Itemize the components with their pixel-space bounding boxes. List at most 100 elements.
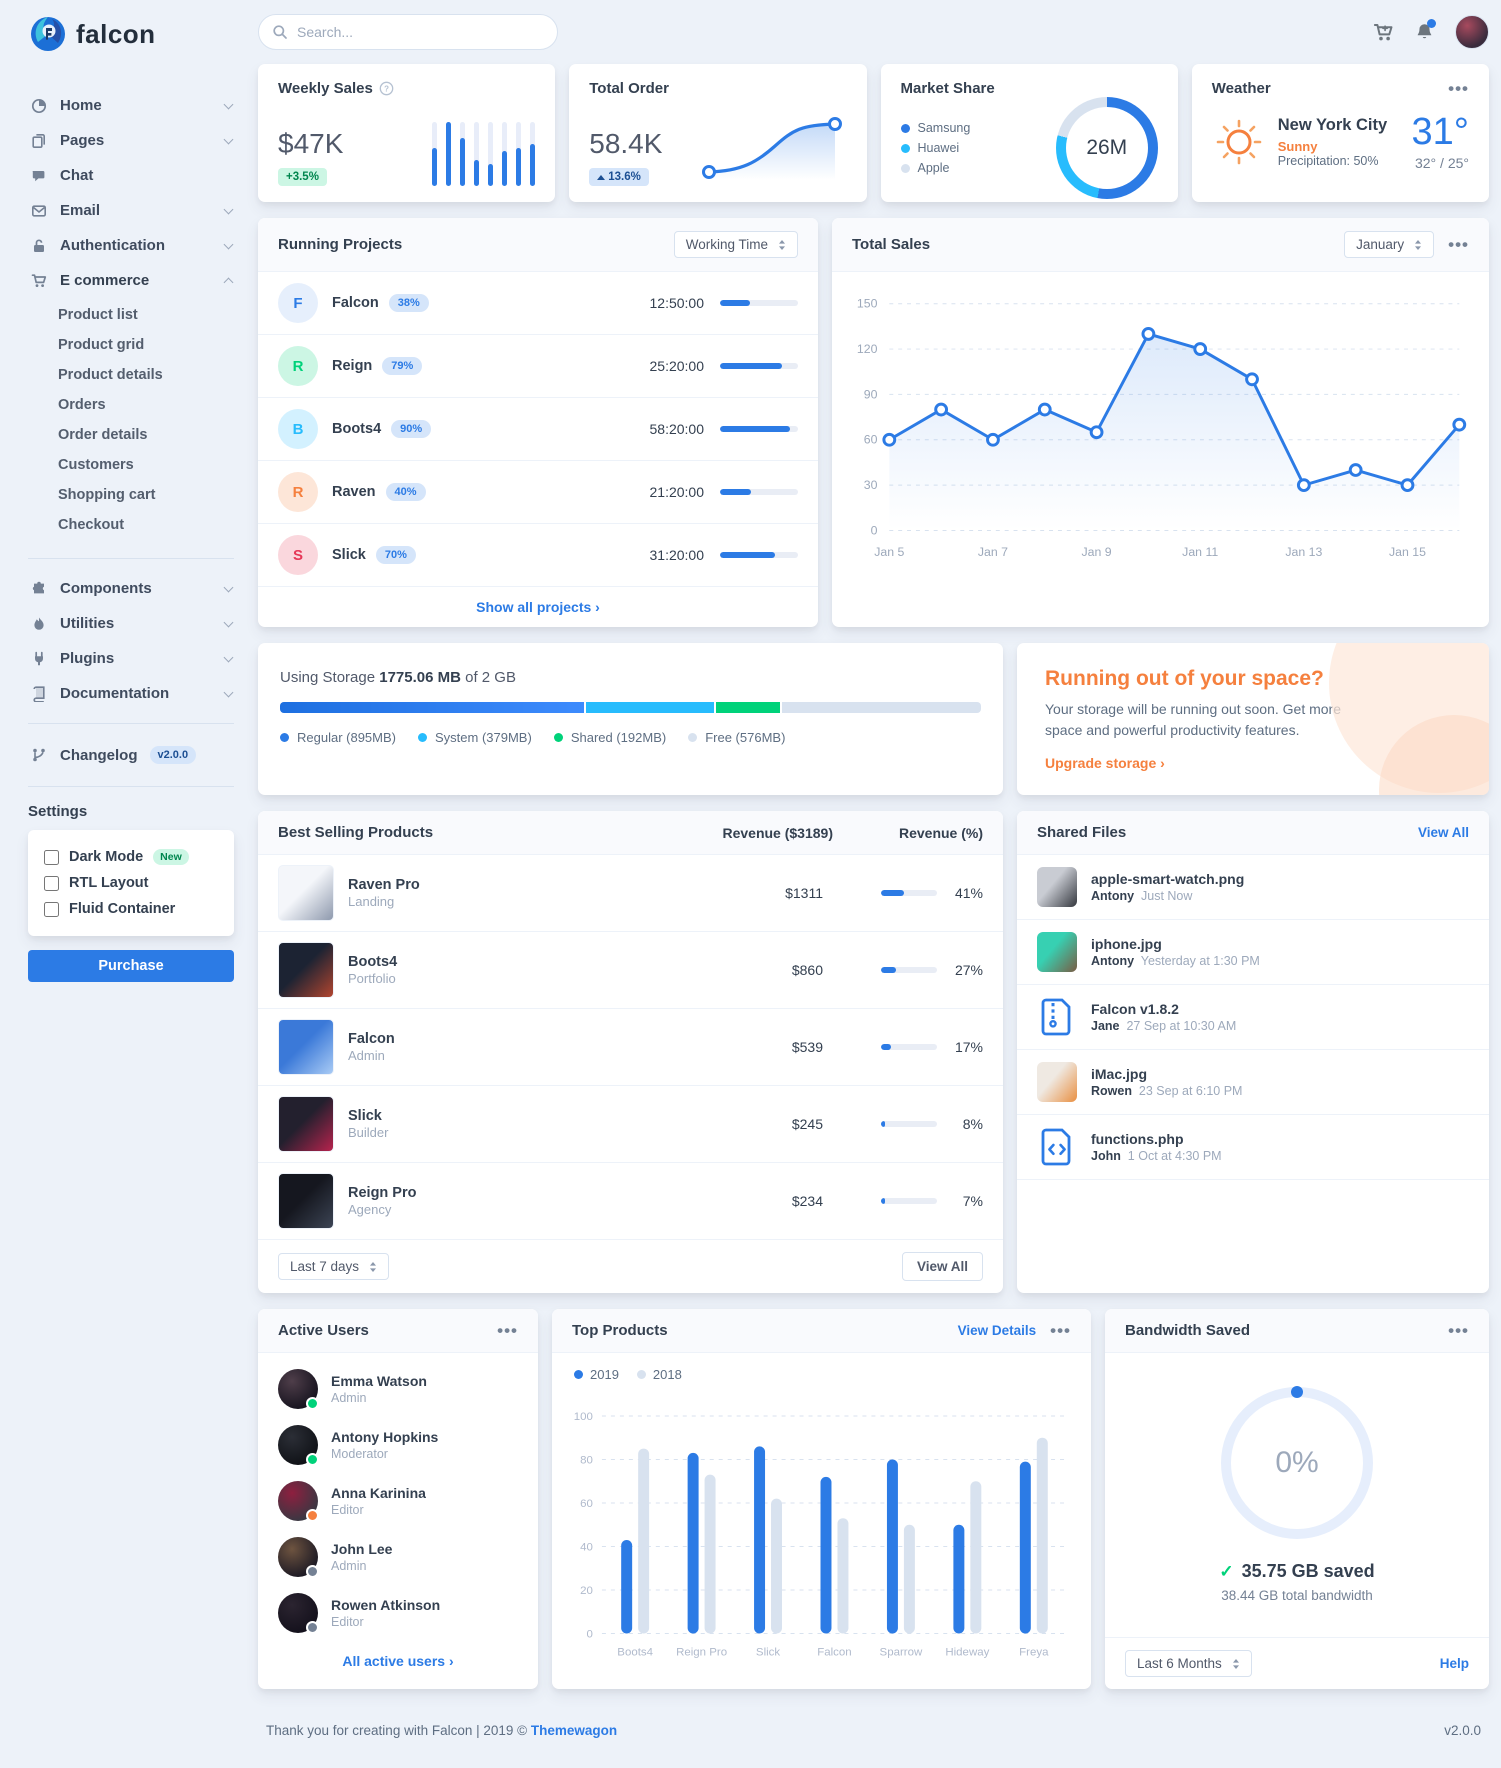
sidebar-item-customers[interactable]: Customers	[58, 457, 134, 473]
sort-icon	[1232, 1658, 1239, 1669]
user-role: Editor	[331, 1503, 364, 1517]
project-time: 25:20:00	[649, 358, 705, 374]
sidebar-item-email[interactable]: Email	[28, 193, 234, 228]
file-name[interactable]: functions.php	[1091, 1131, 1184, 1147]
help-link[interactable]: Help	[1439, 1656, 1469, 1671]
product-revenue: $860	[791, 962, 823, 978]
footer-version: v2.0.0	[1444, 1723, 1481, 1738]
user-name[interactable]: John Lee	[331, 1541, 393, 1557]
checkbox-dark-mode[interactable]	[44, 849, 59, 865]
checkbox-rtl-layout[interactable]	[44, 875, 59, 891]
shopping-cart-icon[interactable]	[1373, 22, 1394, 43]
nav-label: Authentication	[60, 237, 165, 254]
file-item: Falcon v1.8.2 Jane 27 Sep at 10:30 AM	[1017, 985, 1489, 1050]
bandwidth-menu-button[interactable]: •••	[1448, 1320, 1469, 1340]
user-avatar[interactable]	[278, 1593, 319, 1634]
sidebar-item-chat[interactable]: Chat	[28, 158, 234, 193]
user-avatar[interactable]	[278, 1425, 319, 1466]
svg-text:Jan 9: Jan 9	[1082, 545, 1112, 559]
project-name[interactable]: Reign	[332, 358, 373, 374]
sidebar-item-documentation[interactable]: Documentation	[28, 676, 234, 711]
total-order-title: Total Order	[589, 80, 669, 97]
space-body: Your storage will be running out soon. G…	[1045, 701, 1341, 738]
view-details-link[interactable]: View Details	[957, 1323, 1037, 1338]
svg-text:Jan 5: Jan 5	[874, 545, 904, 559]
view-all-button[interactable]: View All	[901, 1252, 983, 1281]
top-products-menu-button[interactable]: •••	[1050, 1320, 1071, 1340]
user-name[interactable]: Anna Karinina	[331, 1485, 426, 1501]
falcon-logo[interactable]: falcon	[28, 14, 234, 54]
revenue-progress-bar	[881, 1198, 937, 1204]
top-products-legend: 2019 2018	[552, 1353, 1091, 1382]
user-name[interactable]: Emma Watson	[331, 1373, 427, 1389]
help-icon[interactable]: ?	[379, 81, 394, 96]
project-name[interactable]: Raven	[332, 484, 376, 500]
total-sales-menu-button[interactable]: •••	[1448, 234, 1469, 254]
legend-item-2019[interactable]: 2019	[574, 1367, 619, 1382]
file-name[interactable]: iphone.jpg	[1091, 936, 1162, 952]
sidebar-item-components[interactable]: Components	[28, 571, 234, 606]
product-type: Builder	[348, 1125, 389, 1140]
last-7-days-select[interactable]: Last 7 days	[278, 1253, 390, 1280]
product-name[interactable]: Slick	[348, 1108, 382, 1124]
user-name[interactable]: Rowen Atkinson	[331, 1597, 441, 1613]
product-name[interactable]: Raven Pro	[348, 877, 420, 893]
sidebar-item-changelog[interactable]: Changelog v2.0.0	[28, 736, 234, 774]
search-input[interactable]	[258, 14, 558, 50]
month-select[interactable]: January	[1344, 231, 1435, 258]
setting-dark-mode[interactable]: Dark Mode New	[44, 844, 218, 870]
sidebar-item-orders[interactable]: Orders	[58, 397, 106, 413]
file-name[interactable]: apple-smart-watch.png	[1091, 871, 1245, 887]
profile-avatar[interactable]	[1455, 15, 1489, 49]
legend-item-apple: Apple	[900, 158, 971, 178]
setting-label: RTL Layout	[69, 875, 149, 891]
product-name[interactable]: Reign Pro	[348, 1185, 417, 1201]
setting-rtl-layout[interactable]: RTL Layout	[44, 870, 218, 896]
upgrade-storage-link[interactable]: Upgrade storage ›	[1045, 755, 1165, 771]
sidebar-item-authentication[interactable]: Authentication	[28, 228, 234, 263]
shared-files-view-all-link[interactable]: View All	[1417, 825, 1469, 840]
active-users-menu-button[interactable]: •••	[497, 1320, 518, 1340]
svg-text:20: 20	[580, 1585, 593, 1597]
sidebar-item-product-grid[interactable]: Product grid	[58, 337, 145, 353]
file-name[interactable]: iMac.jpg	[1091, 1066, 1148, 1082]
checkbox-fluid-container[interactable]	[44, 901, 59, 917]
project-name[interactable]: Boots4	[332, 421, 382, 437]
sidebar-item-product-details[interactable]: Product details	[58, 367, 163, 383]
chevron-down-icon	[223, 582, 234, 592]
caret-up-icon	[597, 174, 606, 180]
project-avatar: F	[278, 283, 318, 323]
brand-name: falcon	[76, 18, 156, 49]
user-avatar[interactable]	[278, 1481, 319, 1522]
sidebar-item-home[interactable]: Home	[28, 88, 234, 123]
setting-fluid-container[interactable]: Fluid Container	[44, 896, 218, 922]
working-time-select[interactable]: Working Time	[673, 231, 798, 258]
svg-text:0: 0	[871, 523, 878, 537]
legend-item-2018[interactable]: 2018	[636, 1367, 682, 1382]
project-name[interactable]: Slick	[332, 547, 366, 563]
storage-segment-regular-895mb	[280, 702, 587, 713]
product-name[interactable]: Falcon	[348, 1031, 395, 1047]
file-name[interactable]: Falcon v1.8.2	[1091, 1001, 1179, 1017]
weather-menu-button[interactable]: •••	[1448, 78, 1469, 98]
sidebar-item-product-list[interactable]: Product list	[58, 307, 138, 323]
user-name[interactable]: Antony Hopkins	[331, 1429, 439, 1445]
sidebar-item-order-details[interactable]: Order details	[58, 427, 148, 443]
purchase-button[interactable]: Purchase	[28, 950, 234, 982]
notification-bell-icon[interactable]	[1414, 18, 1436, 43]
product-name[interactable]: Boots4	[348, 954, 398, 970]
sidebar-item-shopping-cart[interactable]: Shopping cart	[58, 487, 156, 503]
sidebar-item-plugins[interactable]: Plugins	[28, 641, 234, 676]
user-avatar[interactable]	[278, 1537, 319, 1578]
show-all-projects-link[interactable]: Show all projects ›	[476, 599, 600, 615]
themewagon-link[interactable]: Themewagon	[530, 1723, 618, 1738]
last-6-months-select[interactable]: Last 6 Months	[1125, 1650, 1252, 1677]
sidebar-item-e-commerce[interactable]: E commerce	[28, 263, 234, 298]
all-active-users-link[interactable]: All active users ›	[342, 1653, 454, 1669]
footer-text: Thank you for creating with Falcon | 201…	[266, 1723, 618, 1738]
user-avatar[interactable]	[278, 1369, 319, 1410]
project-name[interactable]: Falcon	[332, 295, 379, 311]
sidebar-item-utilities[interactable]: Utilities	[28, 606, 234, 641]
sidebar-item-pages[interactable]: Pages	[28, 123, 234, 158]
sidebar-item-checkout[interactable]: Checkout	[58, 517, 125, 533]
